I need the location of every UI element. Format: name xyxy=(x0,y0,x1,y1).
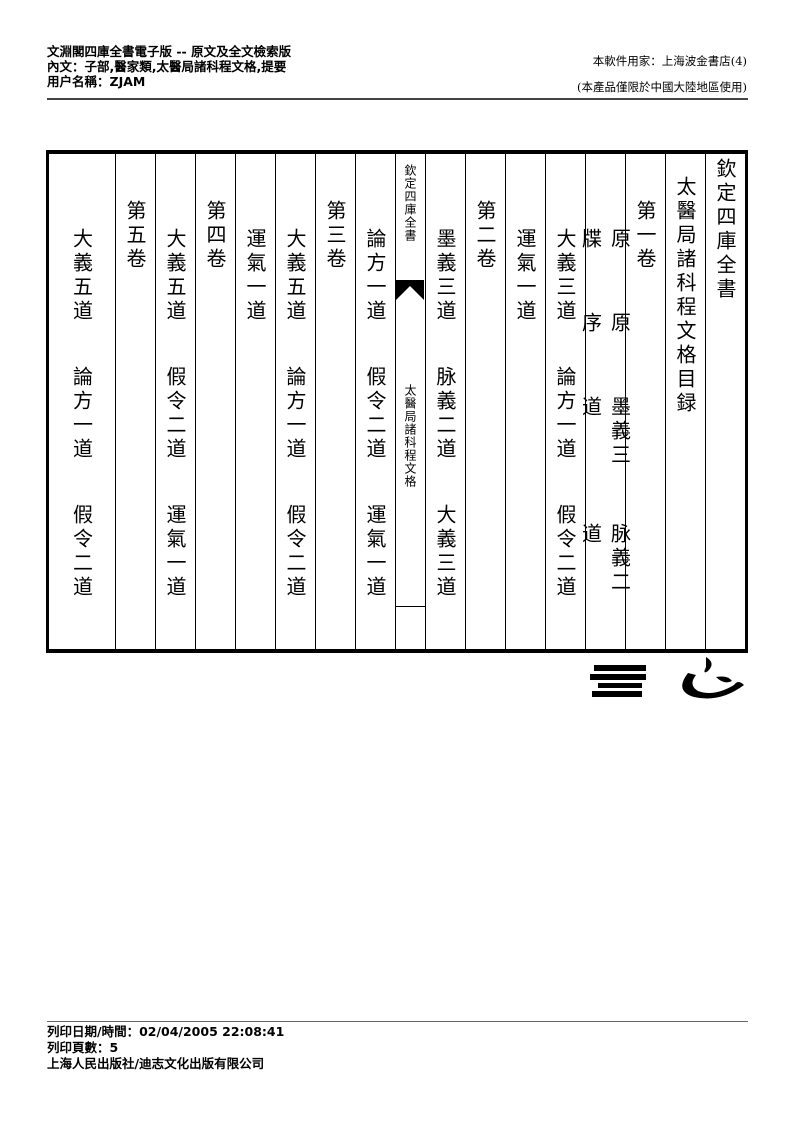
column-text: 運氣一道 xyxy=(513,228,537,324)
column-text: 大義三道 xyxy=(553,228,577,324)
column-text: 大義五道 xyxy=(283,228,307,324)
content-path: 內文：子部,醫家類,太醫局諸科程文格,提要 xyxy=(47,59,287,74)
column-text: 大義三道 xyxy=(433,504,457,600)
publisher: 上海人民出版社/迪志文化出版有限公司 xyxy=(47,1056,265,1071)
column-text: 運氣一道 xyxy=(243,228,267,324)
text-column: 運氣一道 xyxy=(505,154,545,649)
text-column: 第一卷 xyxy=(625,154,665,649)
column-text: 假令二道 xyxy=(69,504,94,600)
siku-quanshu-logo xyxy=(590,657,744,699)
column-text: 假令二道 xyxy=(163,366,187,462)
column-text: 大義五道 xyxy=(163,228,187,324)
fold-title: 欽定四庫全書 xyxy=(403,164,417,242)
text-column: 大義五道假令二道運氣一道 xyxy=(155,154,195,649)
text-column: 運氣一道 xyxy=(235,154,275,649)
column-text: 原牒 xyxy=(578,228,632,252)
column-text: 第三卷 xyxy=(323,200,347,272)
print-datetime: 列印日期/時間：02/04/2005 22:08:41 xyxy=(47,1024,285,1039)
column-text: 論方一道 xyxy=(553,366,577,462)
column-text: 欽定四庫全書 xyxy=(713,158,737,302)
license-info: 本軟件用家：上海波金書店(4) (本產品僅限於中國大陸地區使用) xyxy=(577,48,747,100)
document-header: 文淵閣四庫全書電子版 -- 原文及全文檢索版 內文：子部,醫家類,太醫局諸科程文… xyxy=(47,44,291,89)
username: 用户名稱：ZJAM xyxy=(47,74,146,89)
column-text: 論方一道 xyxy=(283,366,307,462)
text-column: 欽定四庫全書 xyxy=(705,154,745,649)
column-text: 第五卷 xyxy=(123,200,147,272)
text-column: 論方一道假令二道運氣一道 xyxy=(355,154,395,649)
column-text: 墨義三道 xyxy=(578,396,632,469)
column-text: 運氣一道 xyxy=(363,504,387,600)
scanned-page-frame: 欽定四庫全書 太醫局諸科程文格目録 第一卷 原牒 原序 墨義三道 脉義二道 大義三道 論方一道假… xyxy=(46,150,748,653)
text-column: 大義五道論方一道假令二道 xyxy=(49,154,115,649)
column-text: 假令二道 xyxy=(283,504,307,600)
text-column: 大義三道論方一道假令二道 xyxy=(545,154,585,649)
text-column: 第五卷 xyxy=(115,154,155,649)
column-text: 第二卷 xyxy=(473,200,497,272)
column-text: 脉義二道 xyxy=(578,522,632,595)
product-title: 文淵閣四庫全書電子版 -- 原文及全文檢索版 xyxy=(47,44,292,59)
column-text: 太醫局諸科程文格目録 xyxy=(673,176,697,416)
center-fold-column: 欽定四庫全書太醫局諸科程文格 xyxy=(395,154,425,649)
column-text: 大義五道 xyxy=(69,228,94,324)
text-column: 太醫局諸科程文格目録 xyxy=(665,154,705,649)
fold-divider xyxy=(396,606,425,607)
column-text: 墨義三道 xyxy=(433,228,457,324)
licensee: 本軟件用家：上海波金書店(4) xyxy=(592,54,747,68)
fish-tail-mark xyxy=(396,280,424,300)
text-column: 大義五道論方一道假令二道 xyxy=(275,154,315,649)
column-text: 第四卷 xyxy=(203,200,227,272)
document-footer: 列印日期/時間：02/04/2005 22:08:41 列印頁數：5 上海人民出… xyxy=(47,1024,284,1072)
column-text: 原序 xyxy=(578,312,632,337)
column-text: 脉義二道 xyxy=(433,366,457,462)
column-text: 第一卷 xyxy=(633,200,657,272)
fold-book-title: 太醫局諸科程文格 xyxy=(403,384,417,488)
text-column: 第三卷 xyxy=(315,154,355,649)
text-column: 第四卷 xyxy=(195,154,235,649)
text-column: 原牒原序墨義三道脉義二道 xyxy=(579,154,632,649)
text-column: 第二卷 xyxy=(465,154,505,649)
text-column: 墨義三道脉義二道大義三道 xyxy=(425,154,465,649)
footer-divider xyxy=(47,1021,748,1022)
column-text: 論方一道 xyxy=(69,366,94,462)
column-text: 假令二道 xyxy=(553,504,577,600)
usage-restriction: (本產品僅限於中國大陸地區使用) xyxy=(577,80,747,94)
column-text: 運氣一道 xyxy=(163,504,187,600)
header-divider xyxy=(47,98,748,100)
column-text: 假令二道 xyxy=(363,366,387,462)
print-pages: 列印頁數：5 xyxy=(47,1040,119,1055)
column-text: 論方一道 xyxy=(363,228,387,324)
